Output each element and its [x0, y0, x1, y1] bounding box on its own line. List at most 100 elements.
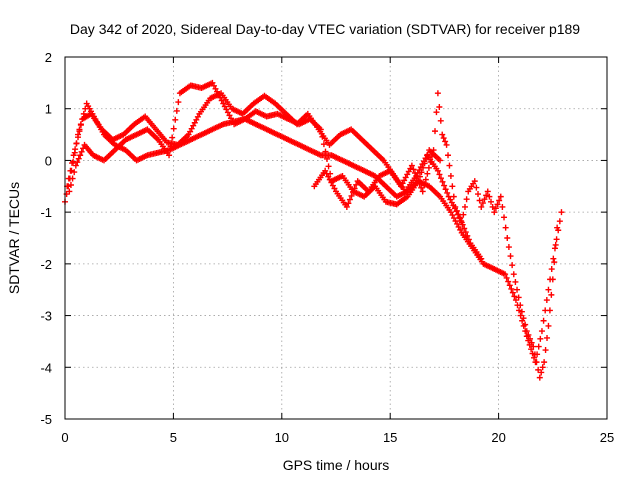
data-point: [492, 205, 499, 212]
data-point: [416, 181, 423, 188]
data-point: [509, 289, 516, 296]
data-point: [520, 315, 527, 322]
data-point: [77, 152, 84, 159]
data-point: [512, 278, 519, 285]
y-tick-label: 1: [45, 102, 52, 117]
data-point: [322, 148, 329, 155]
data-point: [543, 297, 550, 304]
data-point: [523, 328, 530, 335]
data-point: [518, 308, 525, 315]
data-point: [325, 163, 332, 170]
data-point: [445, 152, 452, 159]
data-point: [452, 203, 459, 210]
data-point: [319, 133, 326, 140]
data-point: [484, 188, 491, 195]
data-point: [71, 169, 78, 176]
data-point: [465, 236, 472, 243]
data-point: [70, 152, 77, 159]
data-point: [514, 286, 521, 293]
data-point: [546, 307, 553, 314]
data-point: [545, 322, 552, 329]
data-point: [550, 255, 557, 262]
x-axis-label: GPS time / hours: [283, 457, 390, 473]
data-point: [432, 128, 439, 135]
data-point: [441, 182, 448, 189]
data-point: [76, 128, 83, 135]
y-tick-label: -2: [40, 257, 52, 272]
data-point: [343, 203, 350, 210]
data-point: [437, 157, 444, 164]
data-point: [169, 134, 176, 141]
x-tick-label: 25: [600, 430, 614, 445]
data-point: [450, 193, 457, 200]
data-point: [67, 167, 74, 174]
data-point: [440, 135, 447, 142]
data-point: [447, 172, 454, 179]
data-point: [531, 354, 538, 361]
data-point: [72, 162, 79, 169]
data-point: [535, 366, 542, 373]
data-point: [67, 181, 74, 188]
data-point: [429, 152, 436, 159]
data-point: [530, 343, 537, 350]
data-point: [439, 178, 446, 185]
data-point: [494, 201, 501, 208]
series-track-d: [311, 90, 561, 381]
data-point: [507, 253, 514, 260]
data-point: [430, 147, 437, 154]
data-point: [434, 90, 441, 97]
data-point: [439, 131, 446, 138]
data-point: [506, 282, 513, 289]
data-series: [62, 79, 565, 381]
data-point: [167, 143, 174, 150]
data-point: [502, 224, 509, 231]
x-tick-label: 15: [383, 430, 397, 445]
data-point: [473, 184, 480, 191]
x-tick-label: 0: [61, 430, 68, 445]
data-point: [553, 236, 560, 243]
data-point: [462, 229, 469, 236]
plot-frame: [64, 56, 608, 420]
data-point: [419, 188, 426, 195]
data-point: [476, 197, 483, 204]
data-point: [505, 244, 512, 251]
data-point: [423, 155, 430, 162]
data-point: [415, 177, 422, 184]
data-point: [424, 151, 431, 158]
data-point: [508, 285, 515, 292]
y-tick-label: -5: [40, 412, 52, 427]
data-point: [458, 219, 465, 226]
data-point: [538, 369, 545, 376]
data-point: [542, 347, 549, 354]
data-point: [528, 339, 535, 346]
data-point: [478, 255, 485, 262]
data-point: [350, 189, 357, 196]
data-point: [420, 164, 427, 171]
data-point: [548, 266, 555, 273]
data-point: [461, 203, 468, 210]
data-point: [437, 117, 444, 124]
data-point: [460, 211, 467, 218]
data-point: [538, 328, 545, 335]
data-point: [345, 200, 352, 207]
data-point: [527, 335, 534, 342]
grid: [65, 57, 607, 419]
data-point: [525, 331, 532, 338]
data-point: [544, 334, 551, 341]
data-point: [522, 321, 529, 328]
data-point: [556, 218, 563, 225]
data-point: [516, 307, 523, 314]
data-point: [531, 351, 538, 358]
data-point: [74, 159, 81, 166]
data-point: [471, 178, 478, 185]
data-point: [175, 99, 182, 106]
data-point: [408, 162, 415, 169]
data-point: [449, 183, 456, 190]
data-point: [425, 164, 432, 171]
data-point: [78, 148, 85, 155]
data-point: [421, 182, 428, 189]
data-point: [499, 203, 506, 210]
series-track-a: [62, 100, 565, 366]
data-point: [69, 160, 76, 167]
